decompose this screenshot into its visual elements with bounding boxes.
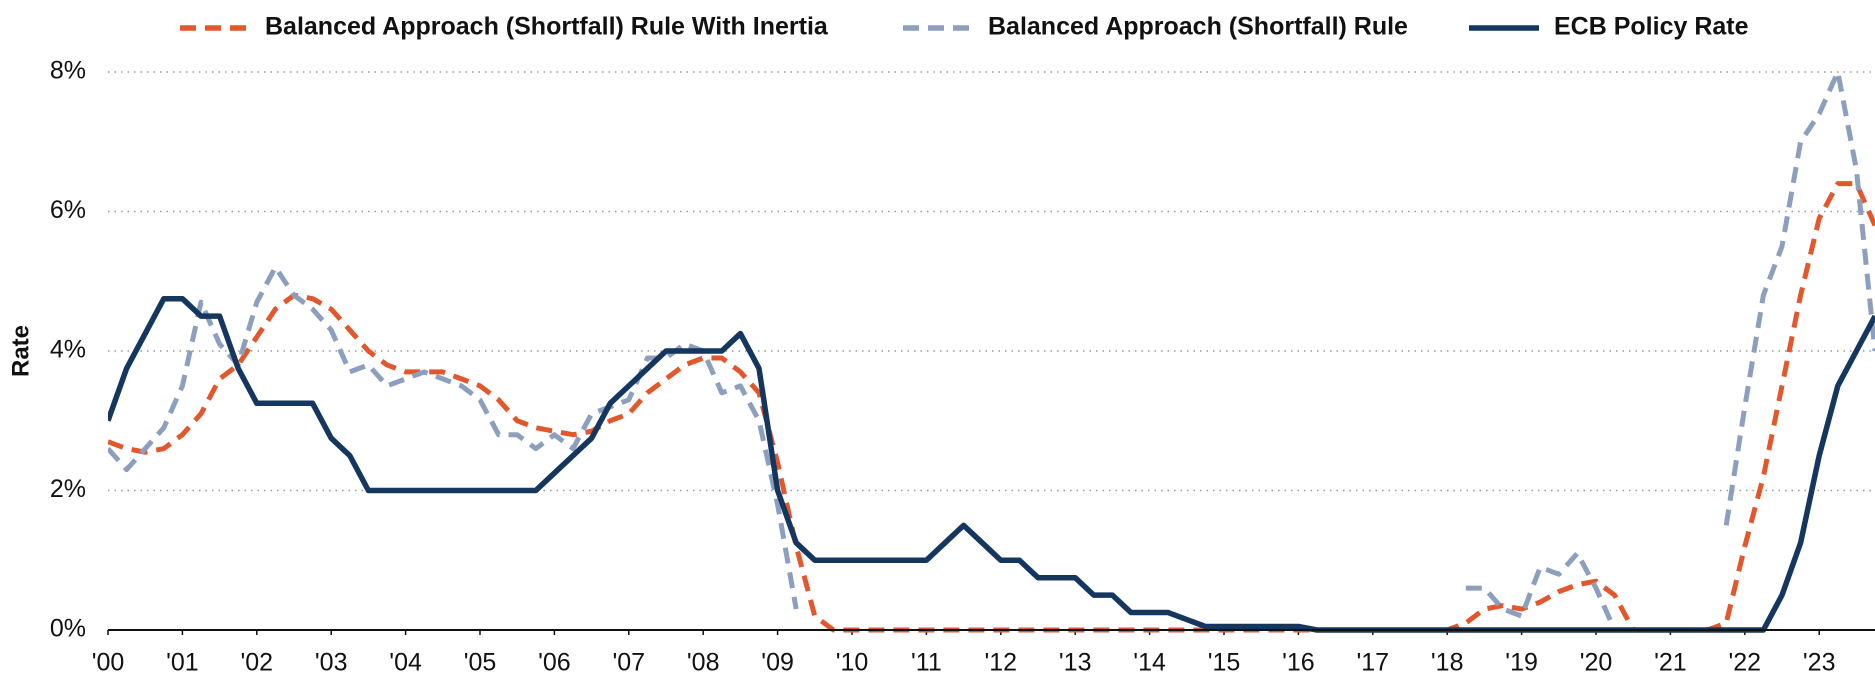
- legend-label: Balanced Approach (Shortfall) Rule With …: [265, 13, 829, 41]
- x-tick-label: '11: [911, 649, 942, 677]
- x-tick-label: '17: [1357, 649, 1390, 677]
- x-tick-label: '15: [1208, 649, 1241, 677]
- x-tick-label: '14: [1133, 649, 1166, 677]
- series-line: [108, 69, 1875, 632]
- x-tick-label: '08: [687, 649, 720, 677]
- series-line: [108, 295, 1875, 633]
- x-tick-label: '22: [1729, 649, 1762, 677]
- x-tick-label: '20: [1580, 649, 1613, 677]
- y-tick-label: 6%: [50, 196, 86, 224]
- x-tick-label: '23: [1803, 649, 1836, 677]
- legend-label: ECB Policy Rate: [1554, 13, 1749, 41]
- x-tick-label: '04: [389, 649, 422, 677]
- x-tick-label: '10: [836, 649, 869, 677]
- legend-label: Balanced Approach (Shortfall) Rule: [988, 13, 1408, 41]
- x-tick-label: '05: [464, 649, 497, 677]
- x-tick-label: '00: [92, 649, 125, 677]
- x-tick-label: '07: [613, 649, 646, 677]
- x-tick-label: '02: [241, 649, 274, 677]
- x-tick-label: '03: [315, 649, 348, 677]
- y-tick-label: 8%: [50, 57, 86, 85]
- x-tick-label: '06: [538, 649, 571, 677]
- series-line: [108, 181, 1875, 633]
- y-tick-label: 4%: [50, 336, 86, 364]
- y-axis-title: Rate: [7, 325, 34, 377]
- x-tick-label: '21: [1654, 649, 1687, 677]
- x-tick-label: '12: [985, 649, 1018, 677]
- y-tick-label: 2%: [50, 475, 86, 503]
- x-tick-label: '09: [761, 649, 794, 677]
- x-tick-label: '16: [1282, 649, 1315, 677]
- x-tick-label: '13: [1059, 649, 1092, 677]
- x-tick-label: '18: [1431, 649, 1464, 677]
- x-tick-label: '01: [166, 649, 199, 677]
- x-tick-label: '19: [1505, 649, 1538, 677]
- y-tick-label: 0%: [50, 615, 86, 643]
